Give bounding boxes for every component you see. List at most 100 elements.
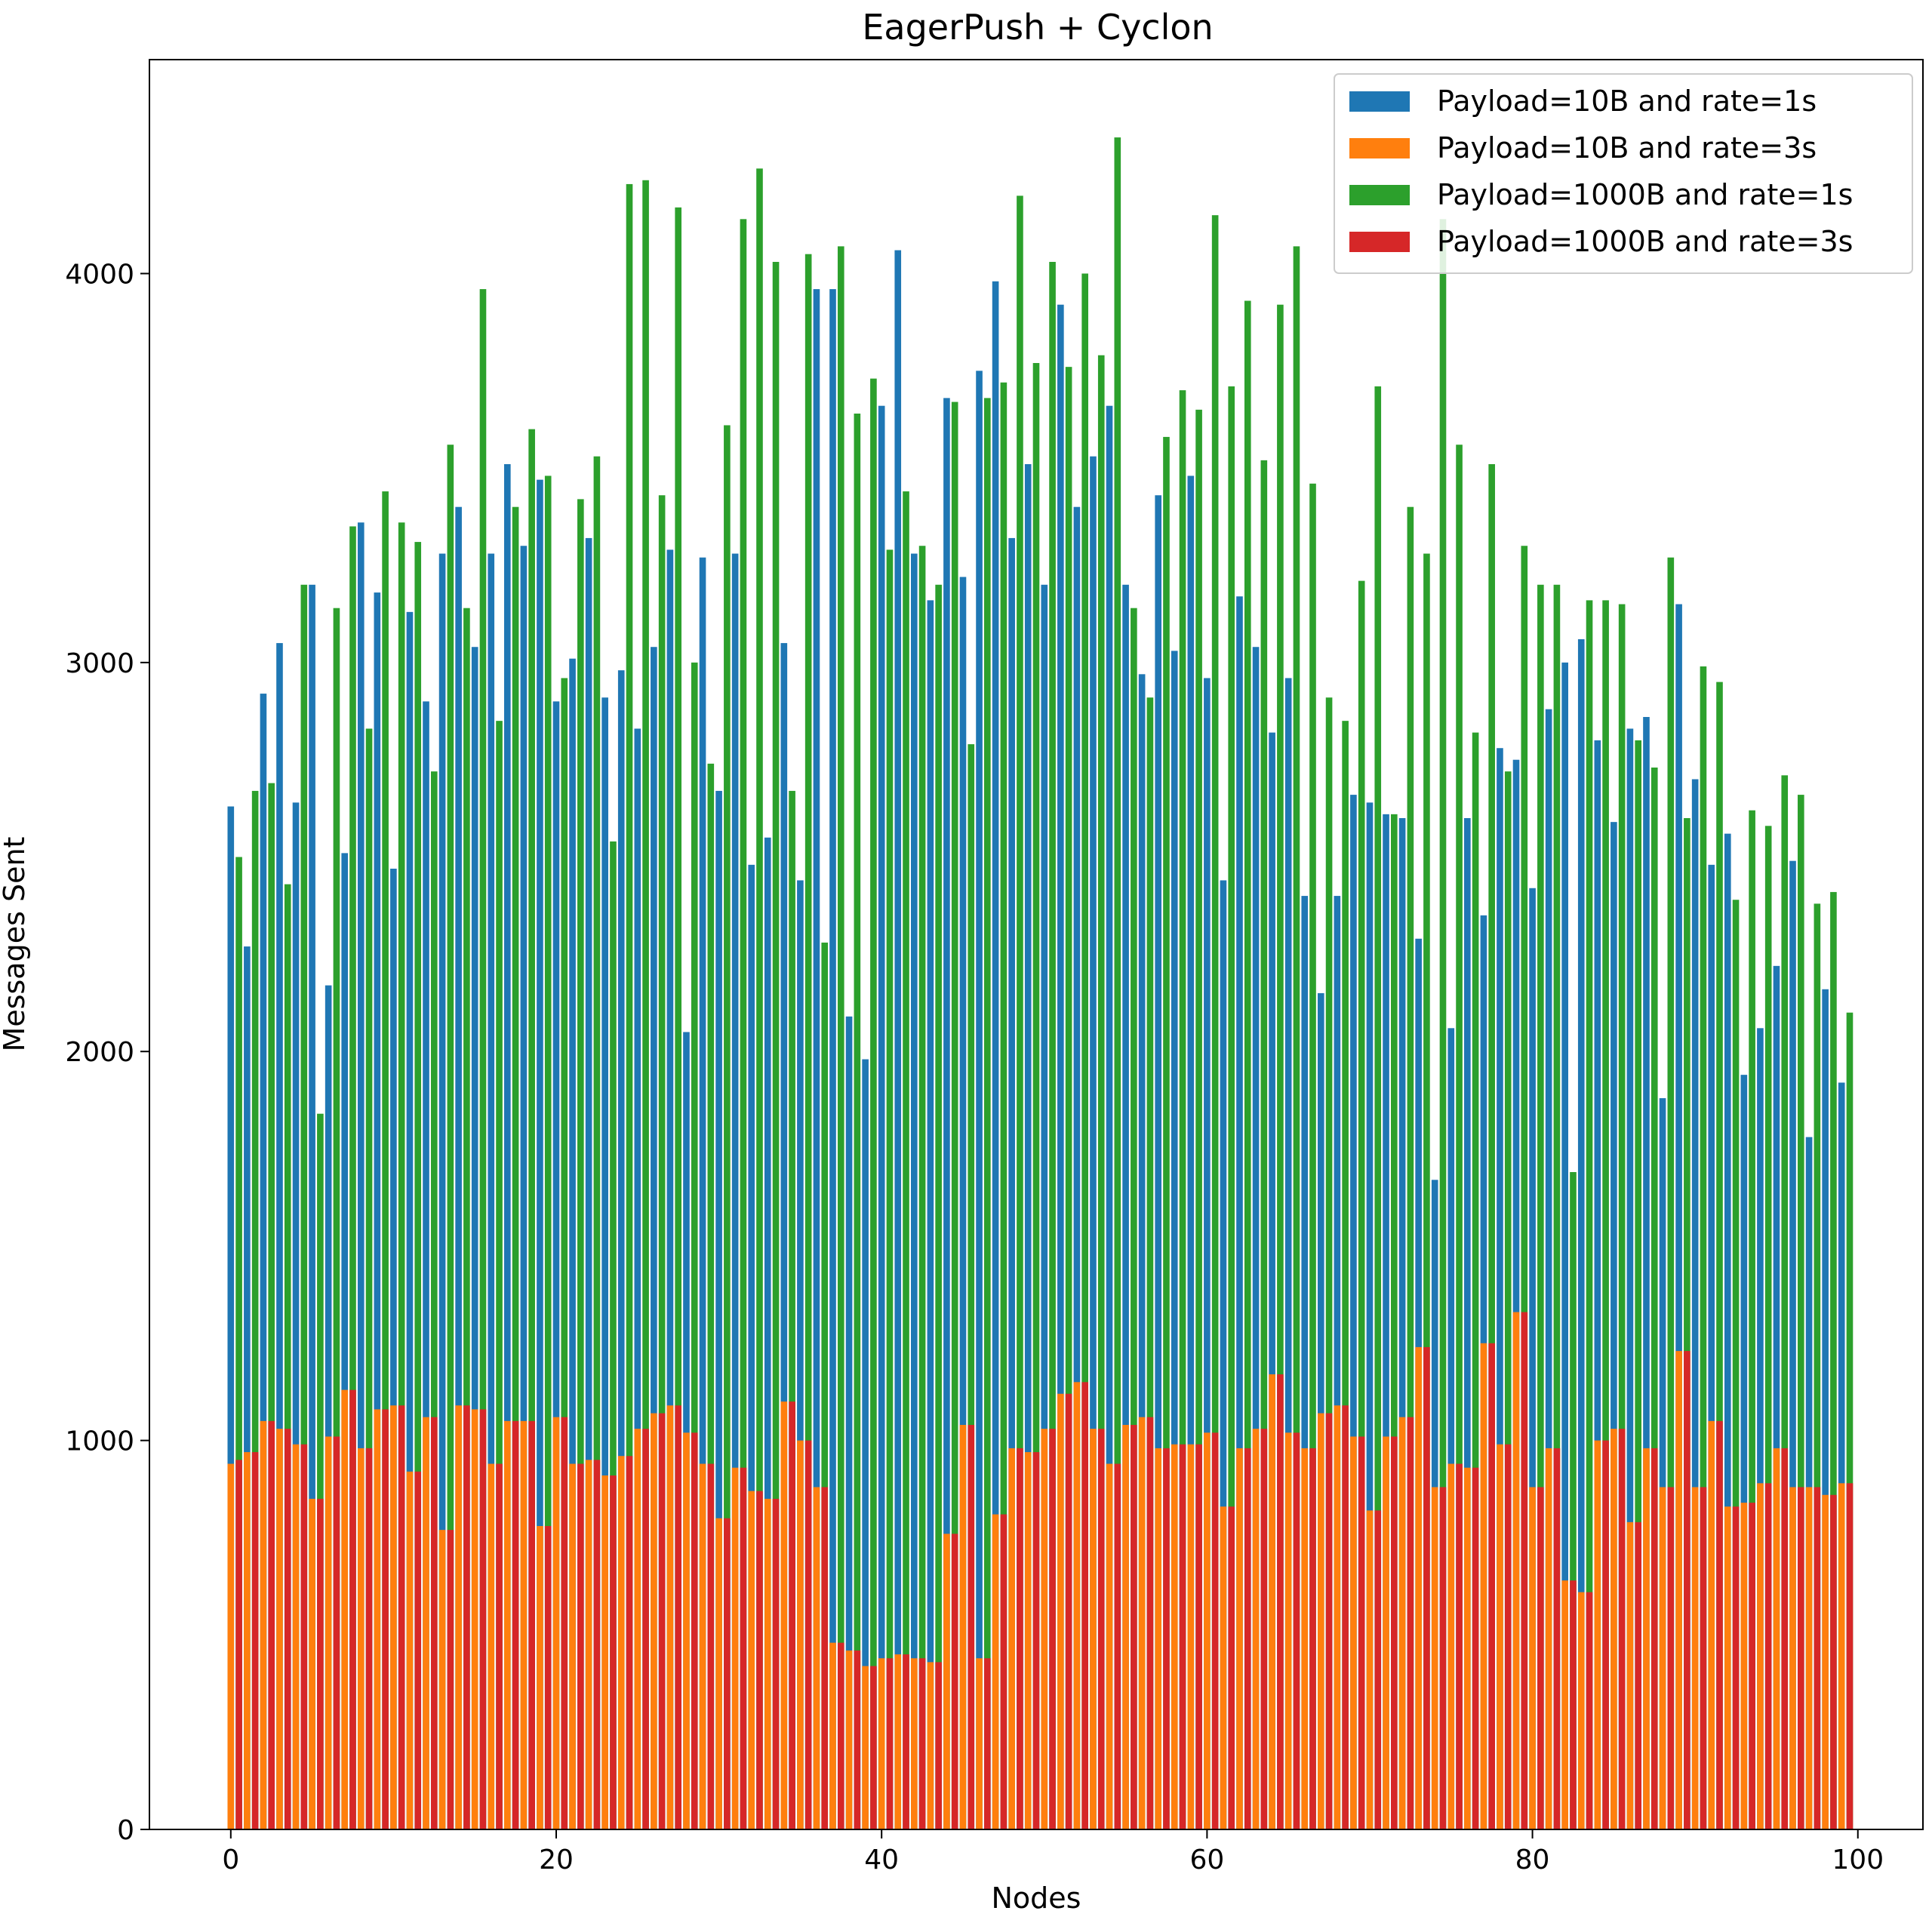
bar-s2-node-78 (1497, 1444, 1503, 1829)
bar-s1-node-42 (910, 553, 918, 1829)
bar-s4-node-21 (577, 1463, 584, 1829)
bar-s1-node-40 (878, 405, 885, 1830)
bar-s4-node-9 (382, 1409, 389, 1829)
bar-s4-node-5 (317, 1498, 324, 1829)
x-axis-ticks: 0 20 40 60 80 100 (222, 1829, 1884, 1875)
series-2 (227, 1312, 1845, 1829)
bar-s2-node-91 (1708, 1420, 1715, 1829)
bar-s1-node-12 (423, 701, 429, 1829)
series-4 (235, 1312, 1854, 1829)
bar-s2-node-80 (1529, 1487, 1536, 1829)
bar-s4-node-34 (789, 1402, 795, 1829)
bar-s1-node-23 (601, 697, 608, 1829)
bar-s3-node-85 (1618, 604, 1626, 1829)
bar-s3-node-93 (1749, 810, 1755, 1829)
bar-s2-node-28 (683, 1432, 690, 1829)
series-1 (227, 250, 1845, 1830)
bar-s1-node-75 (1447, 1028, 1455, 1829)
bar-s1-node-83 (1577, 638, 1585, 1830)
bar-s2-node-79 (1512, 1312, 1520, 1829)
bar-s3-node-78 (1504, 771, 1512, 1829)
bar-s4-node-27 (675, 1405, 681, 1829)
bar-s1-node-6 (325, 985, 332, 1829)
bar-s2-node-90 (1691, 1487, 1699, 1829)
bar-s3-node-80 (1537, 584, 1544, 1829)
bar-s2-node-32 (748, 1491, 755, 1829)
bar-s2-node-53 (1090, 1429, 1097, 1829)
bar-s4-node-51 (1065, 1393, 1072, 1829)
bar-s4-node-77 (1488, 1343, 1495, 1829)
bar-s4-node-69 (1358, 1436, 1365, 1829)
bar-s3-node-18 (528, 429, 535, 1829)
bar-s1-node-95 (1773, 965, 1780, 1829)
legend-frame (1334, 73, 1913, 274)
bar-s1-node-3 (276, 643, 283, 1829)
bar-s1-node-37 (829, 289, 836, 1830)
bar-s2-node-64 (1269, 1374, 1275, 1829)
bar-s3-node-72 (1407, 506, 1414, 1830)
bar-s1-node-97 (1805, 1137, 1813, 1829)
bar-s2-node-97 (1805, 1487, 1813, 1829)
x-tick-label: 100 (1832, 1845, 1884, 1875)
bar-s4-node-61 (1228, 1506, 1235, 1829)
bar-s3-node-8 (365, 728, 373, 1830)
bar-s3-node-27 (675, 207, 681, 1829)
bar-s1-node-43 (927, 600, 934, 1829)
x-tick-label: 80 (1515, 1845, 1550, 1875)
bar-s4-node-80 (1537, 1487, 1544, 1829)
bar-s4-node-49 (1032, 1452, 1040, 1829)
bar-s2-node-54 (1106, 1463, 1113, 1829)
bar-s1-node-1 (244, 946, 251, 1829)
bar-s3-node-6 (333, 608, 340, 1830)
bar-s1-node-2 (260, 694, 267, 1829)
bar-s1-node-41 (894, 250, 902, 1829)
bar-s4-node-37 (837, 1642, 844, 1829)
bar-s1-node-8 (357, 522, 365, 1829)
bar-s4-node-81 (1553, 1448, 1561, 1829)
bar-s1-node-54 (1106, 405, 1113, 1830)
bar-s4-node-11 (414, 1471, 422, 1829)
legend-label-2: Payload=10B and rate=3s (1437, 131, 1817, 165)
bar-s3-node-86 (1635, 740, 1642, 1830)
bar-s2-node-27 (666, 1405, 674, 1829)
bar-s1-node-99 (1838, 1082, 1845, 1829)
bar-s2-node-19 (537, 1526, 543, 1829)
bar-s2-node-66 (1301, 1448, 1309, 1829)
bar-s2-node-58 (1171, 1444, 1178, 1829)
bar-s1-node-66 (1301, 896, 1309, 1829)
bar-s2-node-48 (1008, 1448, 1015, 1829)
bar-s3-node-52 (1081, 273, 1088, 1830)
bar-s2-node-75 (1447, 1463, 1455, 1829)
bar-s4-node-99 (1846, 1483, 1854, 1829)
bar-s2-node-6 (325, 1436, 332, 1829)
y-axis-label: Messages Sent (0, 837, 31, 1052)
bar-s1-node-88 (1659, 1098, 1666, 1829)
bar-s4-node-6 (333, 1436, 340, 1829)
legend-swatch-2 (1349, 138, 1410, 158)
bar-s2-node-29 (699, 1463, 706, 1829)
bar-s3-node-11 (414, 542, 422, 1829)
bar-s3-node-29 (707, 763, 715, 1829)
bar-s3-node-77 (1488, 464, 1495, 1829)
bar-s2-node-61 (1220, 1506, 1227, 1829)
bar-s2-node-74 (1431, 1487, 1438, 1829)
bar-s4-node-13 (447, 1530, 454, 1829)
bar-s3-node-66 (1309, 483, 1316, 1829)
bar-s4-node-67 (1325, 1413, 1333, 1829)
bar-s1-node-85 (1611, 822, 1617, 1829)
bar-s3-node-26 (658, 495, 666, 1829)
bar-s1-node-0 (227, 806, 235, 1829)
bar-s1-node-29 (699, 557, 706, 1830)
bar-s2-node-26 (651, 1413, 657, 1829)
bar-s2-node-84 (1594, 1440, 1601, 1829)
bar-s4-node-55 (1131, 1425, 1137, 1829)
bar-s3-node-75 (1456, 445, 1463, 1829)
bar-s2-node-14 (455, 1405, 462, 1829)
bar-s2-node-77 (1480, 1343, 1487, 1829)
bar-s2-node-52 (1073, 1382, 1081, 1829)
bar-s3-node-59 (1195, 409, 1202, 1829)
bar-s2-node-2 (260, 1420, 267, 1829)
bar-s2-node-50 (1041, 1429, 1048, 1829)
bar-s1-node-91 (1708, 864, 1715, 1829)
